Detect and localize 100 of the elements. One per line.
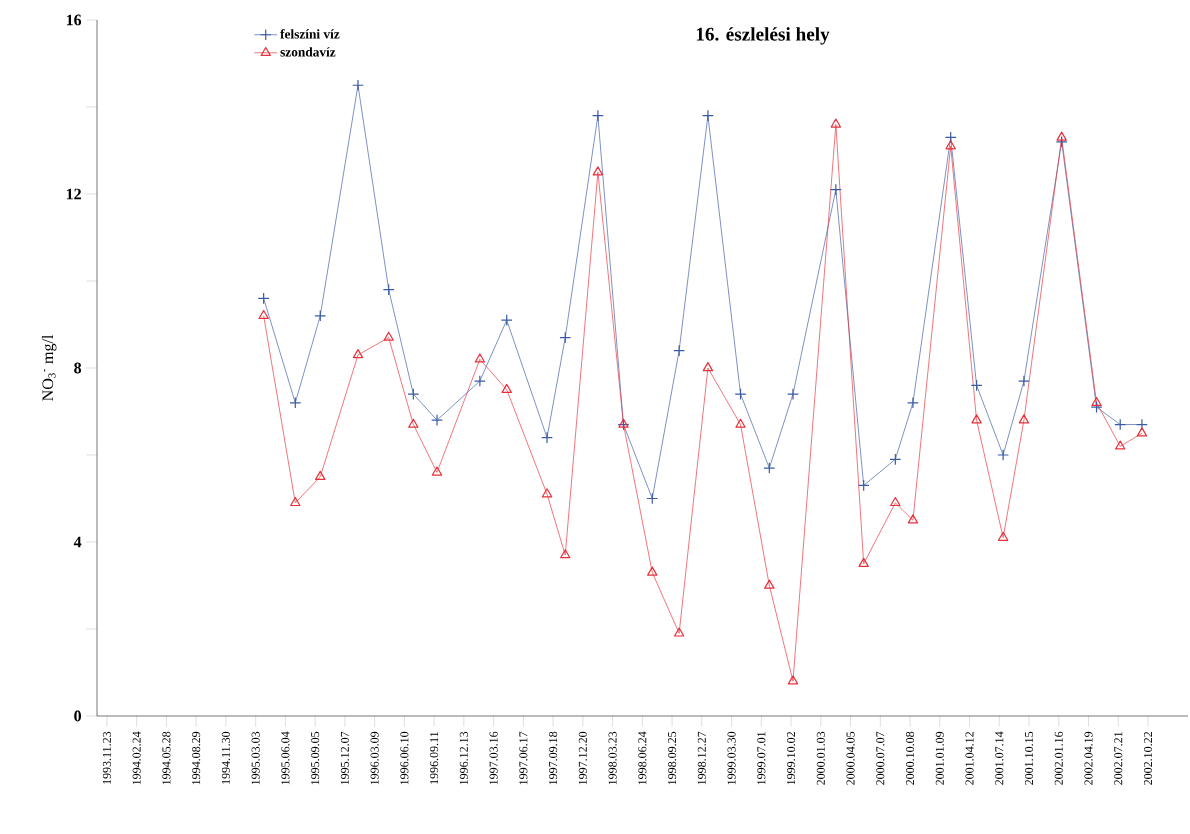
x-tick-label: 1995.06.04	[281, 731, 290, 785]
x-tick-label: 1998.12.27	[697, 731, 706, 785]
point	[647, 566, 658, 576]
point	[352, 349, 364, 359]
point	[857, 479, 870, 492]
point	[764, 579, 775, 589]
x-tick-label: 2001.10.15	[1024, 731, 1034, 785]
x-tick-label: 2000.10.08	[905, 731, 915, 785]
x-tick-label: 2002.04.19	[1084, 731, 1093, 785]
y-tick-label: 8	[74, 362, 82, 374]
point	[383, 331, 394, 341]
x-tick-label: 2002.07.21	[1114, 732, 1123, 785]
x-tick-label: 2001.07.14	[995, 731, 1004, 785]
point	[352, 79, 364, 92]
point	[787, 675, 799, 685]
point	[314, 309, 327, 322]
point	[944, 131, 957, 144]
point	[474, 353, 486, 363]
x-tick-label: 2000.04.05	[846, 731, 855, 785]
point	[289, 396, 302, 409]
point	[382, 283, 395, 296]
x-tick-label: 1999.03.30	[727, 731, 736, 785]
point	[907, 514, 919, 524]
x-tick-label: 1998.03.23	[608, 731, 617, 785]
x-tick-label: 1994.08.29	[192, 731, 201, 785]
x-tick-label: 2000.07.07	[876, 731, 885, 785]
point	[258, 309, 269, 320]
legend-label: felszíni víz	[280, 29, 340, 39]
point	[290, 496, 301, 507]
point	[1017, 375, 1030, 387]
x-tick-label: 1995.09.05	[311, 731, 320, 785]
x-tick-label: 1994.11.30	[221, 731, 230, 784]
x-tick-label: 1997.06.17	[519, 731, 528, 785]
x-tick-label: 1998.06.24	[638, 731, 647, 785]
x-tick-label: 1996.06.10	[400, 731, 409, 785]
point	[315, 470, 326, 480]
point	[1114, 440, 1126, 450]
x-tick-label: 1996.12.13	[459, 731, 468, 785]
point	[970, 379, 983, 392]
point	[735, 418, 746, 428]
y-axis-title: NO$_{3}$$^{-}$ mg/l	[41, 334, 57, 401]
x-tick-label: 2000.01.03	[816, 731, 825, 785]
legend-label: szondavíz	[280, 47, 336, 57]
point	[431, 414, 443, 427]
point	[500, 314, 513, 327]
x-tick-label: 2001.04.12	[965, 732, 974, 785]
x-tick-label: 1994.05.28	[162, 731, 171, 785]
point	[592, 166, 604, 176]
point	[890, 496, 901, 507]
point	[560, 549, 571, 559]
point	[997, 531, 1009, 541]
x-tick-label: 2002.01.16	[1054, 731, 1063, 785]
point	[702, 362, 714, 372]
y-tick-label: 0	[74, 710, 82, 722]
point	[997, 449, 1010, 461]
y-tick-label: 12	[66, 188, 81, 200]
point	[763, 462, 776, 474]
point	[945, 140, 956, 150]
point	[541, 431, 553, 444]
point	[673, 627, 685, 637]
point	[431, 466, 443, 476]
x-tick-label: 1997.12.20	[578, 731, 587, 785]
point	[559, 331, 572, 344]
x-tick-label: 2002.10.22	[1143, 732, 1153, 785]
chart-title: 16. észlelési hely	[696, 27, 830, 45]
point	[907, 396, 919, 409]
point	[858, 557, 869, 568]
y-tick-label: 16	[66, 14, 82, 26]
point	[1055, 135, 1068, 148]
x-tick-label: 1997.03.16	[489, 731, 498, 785]
point	[407, 388, 420, 401]
point	[1090, 401, 1103, 414]
point	[591, 109, 604, 122]
point	[889, 453, 902, 466]
x-tick-label: 1999.10.02	[786, 732, 796, 785]
point	[646, 492, 659, 505]
x-tick-label: 1995.03.03	[251, 731, 260, 785]
point	[673, 344, 686, 357]
point	[473, 375, 486, 387]
point	[408, 418, 419, 428]
x-tick-label: 1999.07.01	[757, 732, 766, 785]
point	[541, 488, 553, 498]
point	[1056, 131, 1067, 141]
x-tick-label: 1996.03.09	[370, 731, 379, 785]
x-tick-label: 1994.02.24	[132, 731, 141, 785]
point	[787, 388, 799, 401]
x-tick-label: 1993.11.23	[102, 731, 111, 784]
point	[734, 388, 747, 401]
point	[971, 414, 982, 424]
x-tick-label: 2001.01.09	[935, 731, 944, 785]
x-tick-label: 1996.09.11	[430, 732, 439, 784]
point	[1091, 396, 1102, 407]
point	[501, 383, 512, 393]
point	[829, 183, 842, 196]
point	[1114, 418, 1127, 431]
y-tick-label: 4	[73, 536, 82, 548]
point	[1136, 427, 1148, 437]
x-tick-label: 1995.12.07	[340, 731, 349, 785]
x-tick-label: 1997.09.18	[549, 731, 558, 785]
point	[701, 109, 714, 122]
